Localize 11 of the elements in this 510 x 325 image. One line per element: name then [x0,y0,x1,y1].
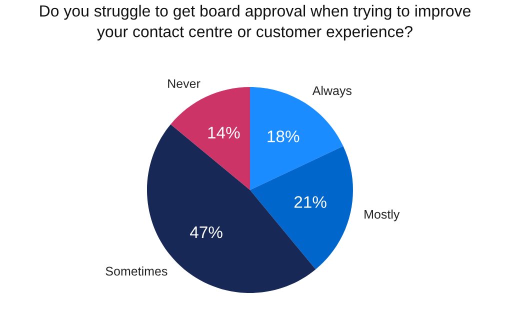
slice-label: Sometimes [106,266,168,276]
data-label: 47% [190,226,222,238]
data-label: 18% [268,130,300,142]
data-label: 14% [208,126,240,138]
chart-title: Do you struggle to get board approval when trying to improve your contact centre or customer experience? [40,4,470,40]
slice-label: Always [312,86,352,98]
slice-label: Mostly [364,210,400,222]
slice-label: Never [168,79,200,88]
data-label: 21% [294,196,326,208]
pie-slice [170,87,250,190]
pie-slice [250,146,353,270]
